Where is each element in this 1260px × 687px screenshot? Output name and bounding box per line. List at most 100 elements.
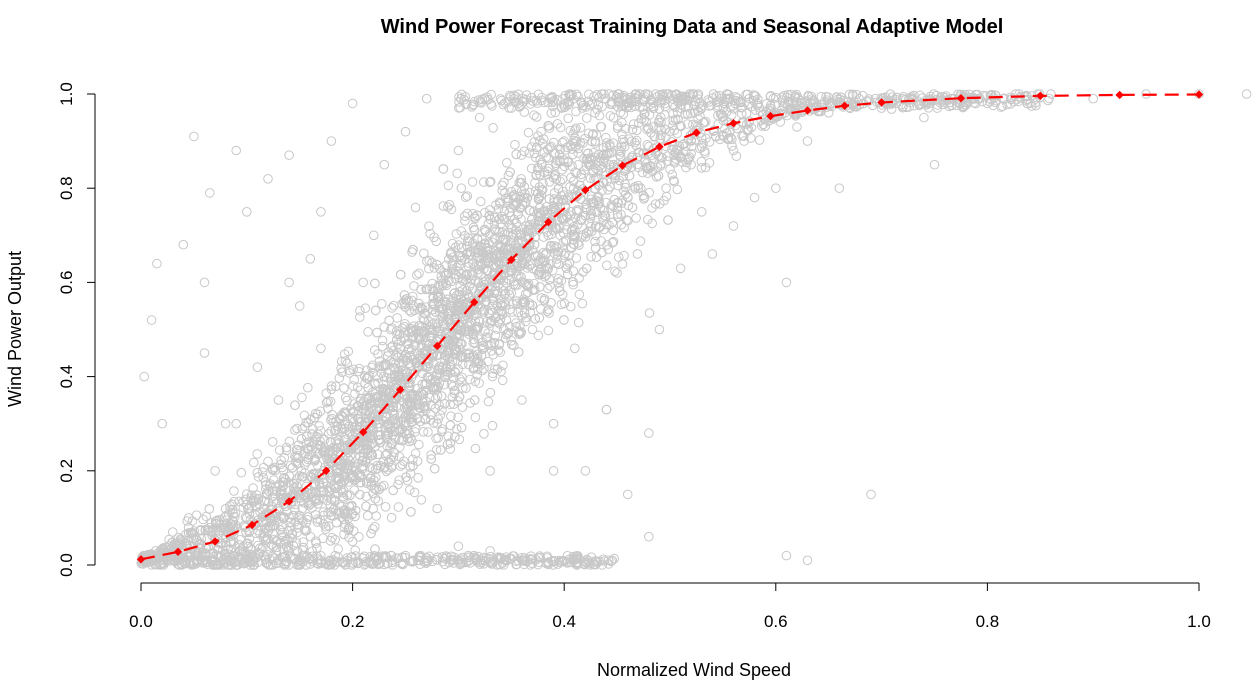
background-point bbox=[516, 327, 527, 337]
data-point bbox=[369, 230, 379, 241]
background-point bbox=[357, 399, 367, 409]
background-point bbox=[590, 136, 601, 146]
background-point bbox=[416, 495, 427, 505]
background-point bbox=[535, 209, 545, 219]
background-point bbox=[529, 148, 540, 159]
background-point bbox=[269, 462, 280, 473]
background-point bbox=[553, 247, 564, 257]
background-point bbox=[443, 431, 453, 442]
background-point bbox=[399, 290, 410, 300]
background-point bbox=[225, 501, 235, 511]
background-point bbox=[489, 224, 500, 235]
background-point bbox=[360, 303, 371, 314]
background-point bbox=[564, 258, 575, 268]
background-point bbox=[513, 347, 524, 357]
background-point bbox=[431, 433, 441, 444]
background-point bbox=[386, 512, 397, 523]
background-point bbox=[339, 383, 349, 393]
background-point bbox=[510, 139, 520, 150]
background-point bbox=[415, 350, 425, 360]
background-point bbox=[249, 457, 259, 468]
background-point bbox=[301, 481, 312, 492]
y-tick-label: 0.8 bbox=[57, 176, 76, 200]
background-point bbox=[559, 155, 569, 165]
background-point bbox=[626, 136, 637, 147]
background-point bbox=[408, 461, 418, 471]
background-point bbox=[450, 265, 460, 275]
background-point bbox=[444, 348, 455, 358]
background-point bbox=[474, 378, 484, 389]
x-axis-label: Normalized Wind Speed bbox=[597, 660, 791, 680]
background-point bbox=[568, 266, 579, 276]
background-point bbox=[270, 481, 281, 492]
background-point bbox=[594, 198, 604, 209]
background-point bbox=[455, 281, 466, 292]
background-point bbox=[571, 123, 581, 134]
background-point bbox=[303, 382, 313, 393]
background-point bbox=[457, 402, 468, 413]
background-point bbox=[608, 112, 619, 123]
background-point bbox=[502, 158, 512, 168]
background-point bbox=[482, 243, 493, 254]
background-point bbox=[588, 129, 599, 139]
background-point bbox=[311, 493, 321, 504]
background-point bbox=[348, 381, 358, 391]
background-point bbox=[516, 299, 527, 309]
background-point bbox=[292, 444, 303, 455]
background-point bbox=[457, 377, 467, 387]
background-point bbox=[496, 218, 507, 229]
background-point bbox=[532, 250, 543, 260]
background-point bbox=[677, 157, 688, 167]
background-point bbox=[449, 399, 459, 410]
background-point bbox=[545, 241, 556, 252]
background-point bbox=[349, 485, 360, 496]
background-point bbox=[567, 161, 577, 171]
data-point bbox=[273, 395, 284, 405]
background-point bbox=[498, 286, 509, 296]
background-point bbox=[294, 486, 305, 497]
background-point bbox=[458, 383, 468, 393]
background-point bbox=[476, 269, 486, 280]
background-point bbox=[389, 415, 399, 426]
background-point bbox=[586, 208, 597, 219]
data-point bbox=[517, 395, 527, 405]
background-point bbox=[597, 212, 608, 222]
background-point bbox=[286, 517, 296, 528]
background-point bbox=[276, 488, 286, 499]
background-point bbox=[670, 114, 681, 125]
data-point bbox=[347, 98, 358, 109]
background-point bbox=[492, 260, 502, 271]
background-point bbox=[661, 183, 671, 193]
background-point bbox=[348, 472, 358, 483]
background-point bbox=[497, 264, 508, 275]
background-point bbox=[530, 218, 540, 228]
background-point bbox=[342, 358, 353, 369]
background-point bbox=[374, 435, 385, 445]
background-point bbox=[400, 302, 411, 312]
background-point bbox=[500, 234, 511, 245]
background-point bbox=[276, 486, 286, 497]
background-point bbox=[462, 191, 473, 201]
background-point bbox=[455, 374, 465, 385]
background-point bbox=[551, 222, 561, 233]
background-point bbox=[312, 460, 323, 470]
background-point bbox=[491, 250, 502, 260]
background-point bbox=[324, 445, 335, 456]
background-point bbox=[315, 440, 325, 451]
background-point bbox=[668, 108, 678, 119]
background-point bbox=[544, 308, 554, 318]
background-point bbox=[441, 329, 451, 340]
background-point bbox=[526, 142, 537, 152]
background-point bbox=[480, 297, 491, 308]
data-point bbox=[189, 131, 199, 142]
background-point bbox=[379, 392, 390, 403]
background-point bbox=[303, 512, 313, 522]
y-ticks: 0.00.20.40.60.81.0 bbox=[57, 82, 95, 577]
background-point bbox=[445, 444, 456, 454]
background-point bbox=[330, 534, 341, 545]
background-point bbox=[757, 121, 767, 131]
background-point bbox=[441, 364, 452, 374]
data-point bbox=[421, 93, 432, 104]
background-point bbox=[455, 351, 466, 362]
background-point bbox=[210, 516, 221, 527]
